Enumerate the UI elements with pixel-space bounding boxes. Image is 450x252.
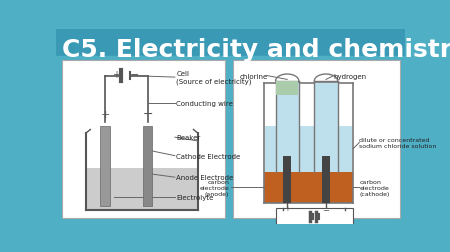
Bar	[265, 126, 352, 172]
Bar	[314, 84, 338, 168]
Bar	[100, 126, 110, 207]
Bar	[275, 208, 353, 226]
Text: +: +	[284, 205, 290, 211]
Bar	[233, 61, 400, 218]
Bar	[56, 30, 405, 57]
Text: +: +	[100, 110, 110, 120]
Bar	[284, 157, 291, 203]
Text: −: −	[143, 107, 153, 120]
Bar	[264, 172, 353, 203]
Text: dilute or concentrated
sodium chloride solution: dilute or concentrated sodium chloride s…	[359, 137, 436, 149]
Text: Conducting wire: Conducting wire	[176, 100, 233, 106]
Bar	[63, 61, 225, 218]
Text: −: −	[130, 70, 139, 80]
Text: +: +	[112, 70, 120, 80]
Text: carbon
electrode
(cathode): carbon electrode (cathode)	[359, 179, 390, 196]
Text: Beaker: Beaker	[176, 135, 201, 141]
Text: chlorine: chlorine	[239, 73, 267, 79]
Bar	[56, 57, 405, 224]
Text: −: −	[323, 205, 329, 214]
Text: Anode Electrode: Anode Electrode	[176, 174, 234, 180]
Text: Cathode Electrode: Cathode Electrode	[176, 153, 241, 159]
Bar	[143, 126, 153, 207]
Text: Cell
(Source of electricity): Cell (Source of electricity)	[176, 71, 252, 85]
Text: Electrolyte: Electrolyte	[176, 195, 214, 200]
Bar	[322, 157, 330, 203]
Text: C5. Electricity and chemistry: C5. Electricity and chemistry	[63, 38, 450, 62]
Text: carbon
electrode
(anode): carbon electrode (anode)	[199, 179, 229, 196]
Bar	[275, 84, 299, 168]
Bar	[276, 82, 298, 96]
Bar	[86, 168, 197, 210]
Text: hydrogen: hydrogen	[334, 73, 367, 79]
